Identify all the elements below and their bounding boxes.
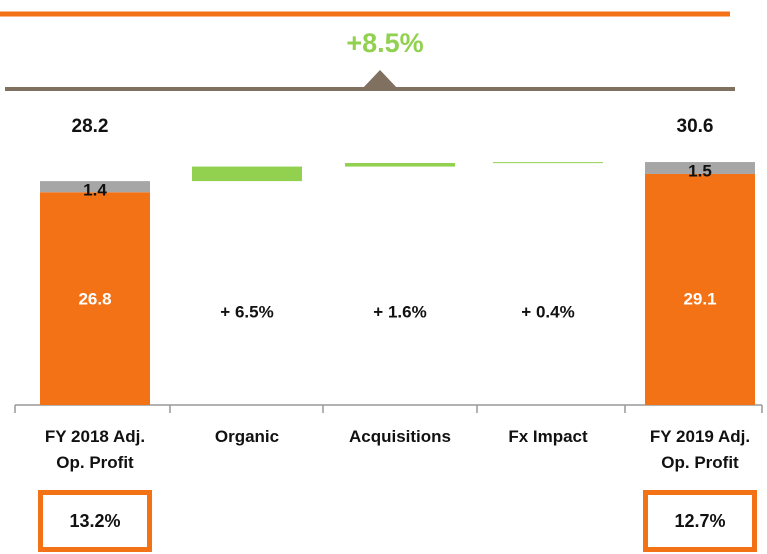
category-label: Fx Impact [508, 427, 588, 446]
total-label: 30.6 [677, 116, 714, 137]
change-label: + 0.4% [521, 302, 574, 321]
category-label: FY 2018 Adj. Op. Profit [44, 427, 146, 472]
base-label: 29.1 [683, 289, 716, 308]
growth-arrow [362, 70, 398, 89]
change-label: + 6.5% [220, 302, 273, 321]
change-bar [345, 163, 455, 167]
category-label: Organic [214, 427, 280, 446]
margin-box: 13.2% [38, 490, 152, 552]
other-label: 1.4 [83, 181, 107, 200]
base-bar [40, 192, 150, 405]
other-label: 1.5 [688, 162, 712, 181]
other-bar [645, 162, 755, 174]
margin-box: 12.7% [643, 490, 757, 552]
growth-label: +8.5% [346, 28, 423, 58]
total-label: 28.2 [72, 116, 109, 137]
category-label: Acquisitions [348, 427, 451, 446]
change-label: + 1.6% [373, 302, 426, 321]
category-label: FY 2019 Adj. Op. Profit [649, 427, 751, 472]
base-bar [645, 173, 755, 405]
change-bar [192, 166, 302, 182]
change-bar [493, 162, 603, 164]
other-bar [40, 181, 150, 193]
base-label: 26.8 [78, 289, 111, 308]
